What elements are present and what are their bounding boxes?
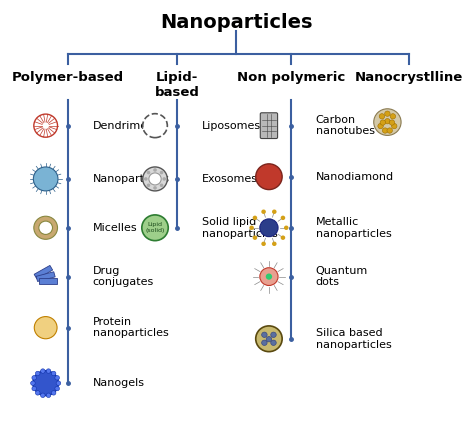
Circle shape xyxy=(55,376,59,380)
Circle shape xyxy=(153,168,157,172)
Circle shape xyxy=(379,114,385,119)
Circle shape xyxy=(41,369,45,373)
Circle shape xyxy=(36,371,40,376)
Polygon shape xyxy=(39,278,57,284)
Circle shape xyxy=(249,226,254,230)
Circle shape xyxy=(253,235,257,240)
Circle shape xyxy=(262,332,267,337)
Circle shape xyxy=(142,215,168,241)
Text: Exosomes: Exosomes xyxy=(202,174,258,184)
Circle shape xyxy=(56,381,61,385)
Text: Lipid-
based: Lipid- based xyxy=(155,71,200,99)
Circle shape xyxy=(39,221,53,234)
Circle shape xyxy=(32,386,36,391)
Text: Nanogels: Nanogels xyxy=(92,378,145,388)
Text: Protein
nanoparticles: Protein nanoparticles xyxy=(92,317,168,338)
Circle shape xyxy=(281,235,285,240)
Circle shape xyxy=(46,393,51,397)
Circle shape xyxy=(46,369,51,373)
Circle shape xyxy=(266,337,272,342)
Circle shape xyxy=(253,216,257,220)
Circle shape xyxy=(271,340,276,345)
Circle shape xyxy=(284,226,289,230)
Circle shape xyxy=(383,128,388,133)
Circle shape xyxy=(146,171,150,174)
Circle shape xyxy=(32,376,36,380)
Circle shape xyxy=(163,177,166,181)
Circle shape xyxy=(260,219,278,237)
Circle shape xyxy=(36,391,40,395)
Circle shape xyxy=(144,177,147,181)
Circle shape xyxy=(272,210,276,214)
Circle shape xyxy=(390,114,396,119)
Text: Micelles: Micelles xyxy=(92,223,137,233)
Text: Liposomes: Liposomes xyxy=(202,121,261,131)
Circle shape xyxy=(160,183,164,187)
Circle shape xyxy=(146,183,150,187)
Circle shape xyxy=(143,114,167,138)
Text: Carbon
nanotubes: Carbon nanotubes xyxy=(316,115,375,136)
Circle shape xyxy=(34,216,57,239)
Text: Nanocrystlline: Nanocrystlline xyxy=(355,71,464,84)
Circle shape xyxy=(380,120,385,125)
Circle shape xyxy=(33,371,58,396)
Circle shape xyxy=(34,317,57,339)
Circle shape xyxy=(389,120,395,125)
Circle shape xyxy=(33,167,58,191)
FancyBboxPatch shape xyxy=(260,113,278,139)
Circle shape xyxy=(160,171,164,174)
Circle shape xyxy=(281,216,285,220)
Circle shape xyxy=(387,128,392,133)
Circle shape xyxy=(261,242,266,246)
Text: Dendrimers: Dendrimers xyxy=(92,121,158,131)
Text: Solid lipid
nanoparticles: Solid lipid nanoparticles xyxy=(202,217,278,238)
Text: Nanodiamond: Nanodiamond xyxy=(316,172,394,182)
Circle shape xyxy=(392,123,397,129)
Circle shape xyxy=(385,111,390,116)
Polygon shape xyxy=(34,266,53,279)
Text: Non polymeric: Non polymeric xyxy=(237,71,345,84)
Text: Nanoparticles: Nanoparticles xyxy=(160,13,312,32)
Polygon shape xyxy=(36,272,55,281)
Text: Silica based
nanoparticles: Silica based nanoparticles xyxy=(316,328,392,349)
Circle shape xyxy=(266,274,272,280)
Circle shape xyxy=(256,326,282,352)
Text: Drug
conjugates: Drug conjugates xyxy=(92,266,154,287)
Circle shape xyxy=(272,242,276,246)
Circle shape xyxy=(41,393,45,397)
Circle shape xyxy=(51,371,56,376)
Text: Quantum
dots: Quantum dots xyxy=(316,266,368,287)
Text: Lipid
(solid): Lipid (solid) xyxy=(146,222,164,233)
Circle shape xyxy=(378,123,383,129)
Circle shape xyxy=(385,119,390,124)
Circle shape xyxy=(51,391,56,395)
Circle shape xyxy=(261,210,266,214)
Text: Nanoparticles: Nanoparticles xyxy=(92,174,170,184)
Text: Polymer-based: Polymer-based xyxy=(11,71,124,84)
Circle shape xyxy=(153,186,157,190)
Circle shape xyxy=(55,386,59,391)
Circle shape xyxy=(143,167,167,191)
Circle shape xyxy=(256,164,282,190)
Circle shape xyxy=(149,173,161,185)
Circle shape xyxy=(271,332,276,337)
Circle shape xyxy=(374,109,401,135)
Text: Metallic
nanoparticles: Metallic nanoparticles xyxy=(316,217,392,238)
Circle shape xyxy=(262,340,267,345)
Circle shape xyxy=(260,268,278,285)
Circle shape xyxy=(31,381,35,385)
